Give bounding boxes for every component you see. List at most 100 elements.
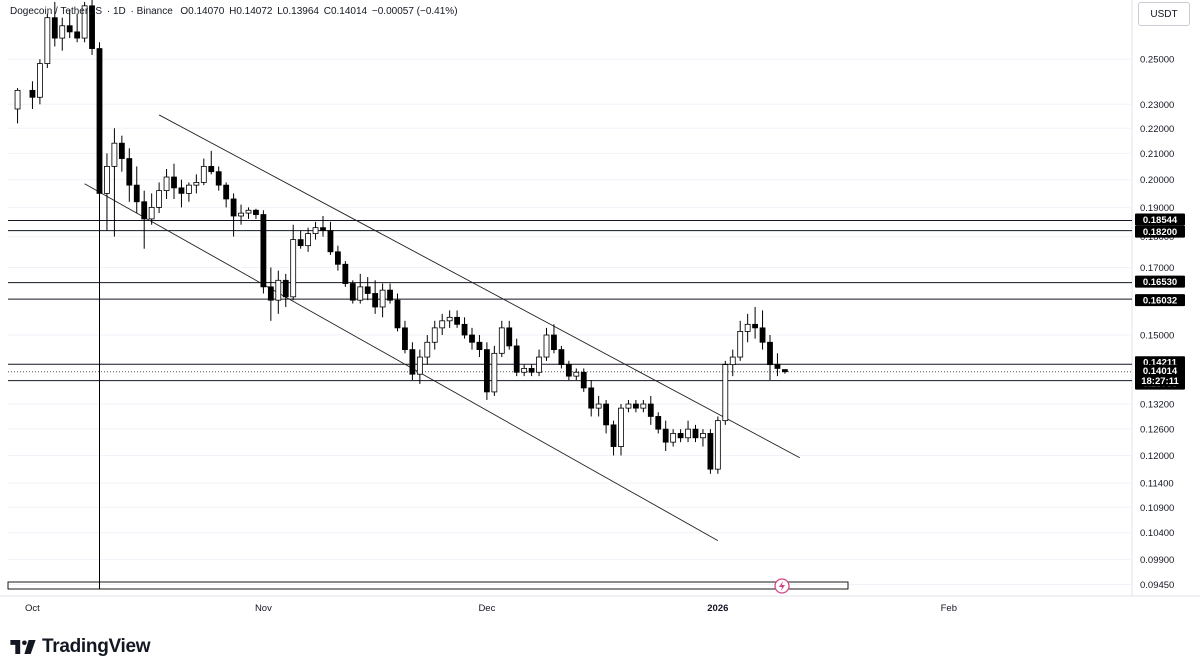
candle-body[interactable] bbox=[349, 283, 356, 301]
candle-body[interactable] bbox=[342, 263, 349, 284]
candle-body[interactable] bbox=[677, 433, 684, 439]
candle-body[interactable] bbox=[640, 403, 647, 409]
candle-body[interactable] bbox=[700, 433, 706, 439]
candle-body[interactable] bbox=[528, 368, 535, 373]
channel-upper-line[interactable] bbox=[158, 114, 801, 459]
candle-body[interactable] bbox=[737, 331, 744, 358]
candle-body[interactable] bbox=[171, 176, 177, 189]
candle-body[interactable] bbox=[29, 89, 36, 98]
candle-body[interactable] bbox=[625, 403, 632, 409]
candle-body[interactable] bbox=[476, 341, 483, 351]
candle-body[interactable] bbox=[111, 142, 118, 167]
candle-body[interactable] bbox=[491, 352, 498, 393]
candle-body[interactable] bbox=[156, 190, 163, 208]
candle-body[interactable] bbox=[66, 25, 73, 33]
candle-body[interactable] bbox=[662, 428, 669, 443]
candle-body[interactable] bbox=[633, 403, 639, 409]
candle-body[interactable] bbox=[647, 403, 654, 417]
candle-body[interactable] bbox=[74, 31, 81, 39]
candle-body[interactable] bbox=[573, 371, 580, 377]
candle-body[interactable] bbox=[297, 239, 304, 247]
candle-body[interactable] bbox=[312, 227, 319, 235]
candle-body[interactable] bbox=[163, 176, 170, 192]
candle-body[interactable] bbox=[141, 201, 148, 220]
candle-body[interactable] bbox=[424, 341, 431, 358]
date-range-bar[interactable] bbox=[7, 581, 849, 590]
candle-body[interactable] bbox=[387, 289, 393, 301]
candle-body[interactable] bbox=[536, 356, 542, 373]
candle-body[interactable] bbox=[759, 327, 766, 343]
candle-body[interactable] bbox=[215, 171, 222, 186]
candle-body[interactable] bbox=[51, 17, 58, 39]
candle-body[interactable] bbox=[782, 369, 788, 373]
candle-body[interactable] bbox=[461, 323, 468, 336]
time-axis[interactable]: Oct Nov Dec 2026 Feb bbox=[25, 603, 957, 614]
candle-body[interactable] bbox=[81, 5, 88, 39]
candle-body[interactable] bbox=[104, 165, 110, 194]
candle-body[interactable] bbox=[267, 286, 274, 301]
candle-body[interactable] bbox=[44, 17, 51, 64]
candle-body[interactable] bbox=[200, 165, 207, 183]
price-axis[interactable]: 0.25000 0.23000 0.22000 0.21000 0.20000 0.190… bbox=[1140, 55, 1174, 591]
candle-body[interactable] bbox=[282, 279, 289, 298]
candle-body[interactable] bbox=[59, 25, 66, 39]
candle-body[interactable] bbox=[446, 316, 453, 322]
candle-body[interactable] bbox=[685, 428, 691, 439]
candle-body[interactable] bbox=[126, 158, 133, 186]
currency-selector[interactable]: USDT bbox=[1138, 2, 1190, 26]
candle-body[interactable] bbox=[178, 187, 185, 194]
candle-body[interactable] bbox=[588, 387, 595, 409]
candle-body[interactable] bbox=[439, 320, 446, 329]
candle-body[interactable] bbox=[409, 349, 416, 375]
candle-body[interactable] bbox=[580, 371, 587, 389]
candle-body[interactable] bbox=[372, 293, 379, 308]
candle-body[interactable] bbox=[133, 184, 140, 203]
candle-body[interactable] bbox=[379, 289, 386, 308]
horizontal-levels[interactable] bbox=[8, 220, 1132, 382]
candle-body[interactable] bbox=[692, 428, 699, 439]
candle-body[interactable] bbox=[513, 345, 520, 373]
candle-body[interactable] bbox=[416, 356, 423, 375]
candle-body[interactable] bbox=[767, 341, 773, 366]
candle-body[interactable] bbox=[483, 349, 490, 393]
candle-body[interactable] bbox=[334, 251, 341, 265]
candle-body[interactable] bbox=[744, 323, 751, 332]
candle-body[interactable] bbox=[357, 286, 364, 301]
candle-body[interactable] bbox=[223, 184, 230, 200]
candle-body[interactable] bbox=[714, 420, 721, 470]
candle-body[interactable] bbox=[185, 184, 192, 194]
candle-body[interactable] bbox=[275, 279, 282, 301]
candle-body[interactable] bbox=[603, 403, 609, 426]
candle-body[interactable] bbox=[14, 89, 21, 110]
candle-body[interactable] bbox=[290, 239, 297, 298]
symbol-legend[interactable]: Dogecoin / TetherUS · 1D · Binance O0.14… bbox=[10, 6, 458, 17]
candle-body[interactable] bbox=[118, 142, 125, 159]
candle-body[interactable] bbox=[565, 364, 572, 377]
candle-body[interactable] bbox=[327, 230, 334, 253]
candle-body[interactable] bbox=[148, 207, 155, 220]
candle-body[interactable] bbox=[37, 63, 43, 98]
trend-channel[interactable] bbox=[84, 114, 801, 541]
candle-body[interactable] bbox=[193, 182, 200, 186]
candle-body[interactable] bbox=[498, 327, 505, 354]
candle-body[interactable] bbox=[774, 364, 781, 369]
candle-body[interactable] bbox=[89, 5, 95, 49]
candle-body[interactable] bbox=[260, 214, 267, 288]
candles[interactable] bbox=[14, 0, 788, 474]
candle-body[interactable] bbox=[208, 165, 215, 173]
candle-body[interactable] bbox=[364, 286, 371, 294]
candle-body[interactable] bbox=[618, 407, 624, 447]
candle-body[interactable] bbox=[238, 212, 244, 217]
candle-body[interactable] bbox=[394, 299, 401, 329]
candle-body[interactable] bbox=[670, 433, 677, 443]
candle-body[interactable] bbox=[729, 356, 736, 366]
candle-body[interactable] bbox=[320, 227, 326, 232]
candle-body[interactable] bbox=[96, 48, 103, 194]
candle-body[interactable] bbox=[506, 327, 513, 347]
candle-body[interactable] bbox=[521, 368, 528, 373]
candle-body[interactable] bbox=[230, 198, 237, 217]
candle-body[interactable] bbox=[431, 327, 438, 343]
candle-body[interactable] bbox=[722, 364, 729, 422]
candle-body[interactable] bbox=[402, 327, 408, 351]
